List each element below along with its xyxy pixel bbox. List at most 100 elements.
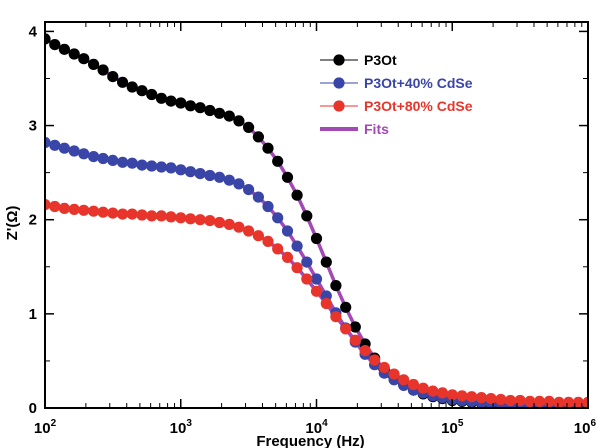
data-point-s2-24 [272,243,284,255]
x-tick-label-3: 105 [441,418,464,437]
data-point-s0-7 [107,71,119,83]
data-point-s2-2 [58,202,70,214]
y-tick-label-4: 4 [29,23,38,40]
data-point-s0-13 [165,95,177,107]
data-point-s2-41 [436,387,449,399]
data-point-s2-9 [126,208,138,220]
data-point-s0-19 [223,110,235,122]
data-point-s2-7 [107,207,119,219]
data-point-s2-3 [68,203,80,215]
data-point-s2-14 [175,212,187,224]
data-point-s2-50 [524,395,536,407]
data-point-s2-51 [533,395,546,407]
data-point-s2-5 [88,205,100,217]
data-point-s2-22 [252,230,264,242]
data-point-s2-34 [369,354,381,366]
legend-label-0: P3Ot [364,52,397,68]
data-point-s1-1 [49,139,61,151]
data-point-s2-27 [301,273,313,285]
data-point-s2-16 [194,214,206,226]
data-point-s1-2 [58,142,70,154]
legend-marker-1 [333,77,345,89]
data-point-s0-16 [194,102,206,114]
y-tick-labels: 0 1 2 3 4 [29,23,38,417]
data-point-s2-55 [572,396,584,408]
x-tick-label-2: 104 [305,418,328,437]
data-point-s2-44 [466,391,478,403]
axis-ticks [44,22,589,409]
data-point-s2-0 [45,199,51,211]
data-point-s0-18 [213,107,226,119]
data-point-s0-0 [45,33,51,45]
data-point-s2-19 [223,218,235,230]
data-point-s1-12 [155,161,167,173]
data-point-s2-10 [136,209,148,221]
data-point-s1-18 [213,171,226,183]
data-point-s1-15 [184,166,197,178]
data-point-s0-14 [175,97,187,109]
data-point-s2-46 [485,393,497,405]
data-point-s2-54 [563,396,575,408]
data-point-s2-32 [349,334,361,346]
data-point-s0-1 [49,39,61,51]
fit-curves [45,37,588,408]
data-point-s2-45 [475,392,487,404]
legend-marker-2 [333,100,345,112]
y-axis-title: Z'(Ω) [4,206,21,241]
data-point-s0-23 [262,142,274,154]
data-point-s1-7 [107,154,119,166]
y-tick-label-1: 1 [29,306,37,323]
data-point-s0-29 [320,256,332,268]
data-point-s0-12 [155,92,167,104]
legend-label-2: P3Ot+80% CdSe [364,98,473,114]
data-point-s0-15 [184,100,197,112]
legend-label-1: P3Ot+40% CdSe [364,75,473,91]
data-point-s2-23 [262,235,274,247]
x-tick-label-1: 103 [170,418,193,437]
data-point-s1-21 [243,184,255,196]
data-point-s0-4 [78,53,90,65]
data-point-s2-42 [446,389,458,401]
data-point-s1-5 [88,151,100,163]
data-point-s0-10 [136,85,148,97]
data-point-s1-19 [223,174,235,186]
data-point-s0-27 [301,210,313,222]
data-point-s2-12 [155,210,167,222]
data-point-s0-20 [233,115,245,127]
data-point-s2-39 [417,382,429,394]
x-tick-label-4: 106 [574,418,597,437]
data-point-s2-4 [78,204,90,216]
data-point-s1-13 [165,162,177,174]
data-point-s1-22 [252,191,264,203]
data-point-s2-20 [233,221,245,233]
data-point-s0-25 [281,171,294,183]
data-point-s0-17 [204,104,216,117]
data-point-s1-23 [262,200,274,213]
data-point-s0-32 [349,321,361,333]
data-point-s2-35 [378,361,390,374]
data-point-s0-5 [88,58,100,70]
data-point-s1-10 [136,159,148,171]
data-point-s2-6 [97,206,109,218]
data-point-s0-6 [97,64,109,76]
x-tick-label-0: 102 [34,418,57,437]
data-point-s2-56 [582,396,588,408]
data-point-s2-48 [504,394,516,407]
data-point-s1-25 [281,225,294,237]
data-point-s2-49 [514,394,526,407]
data-point-s2-1 [49,200,61,213]
data-point-s0-30 [330,280,342,292]
data-point-s2-30 [330,311,342,323]
data-point-s2-40 [427,385,439,397]
y-tick-label-0: 0 [29,400,37,417]
data-point-s2-38 [407,378,420,391]
data-point-s2-53 [553,396,565,408]
legend-marker-0 [333,54,345,66]
x-tick-labels: 102 103 104 105 106 [34,418,597,437]
data-point-s2-8 [117,208,129,220]
data-point-s2-18 [213,216,226,229]
data-point-s0-24 [272,155,284,167]
data-point-s2-31 [340,323,352,335]
data-point-s2-28 [310,285,323,297]
